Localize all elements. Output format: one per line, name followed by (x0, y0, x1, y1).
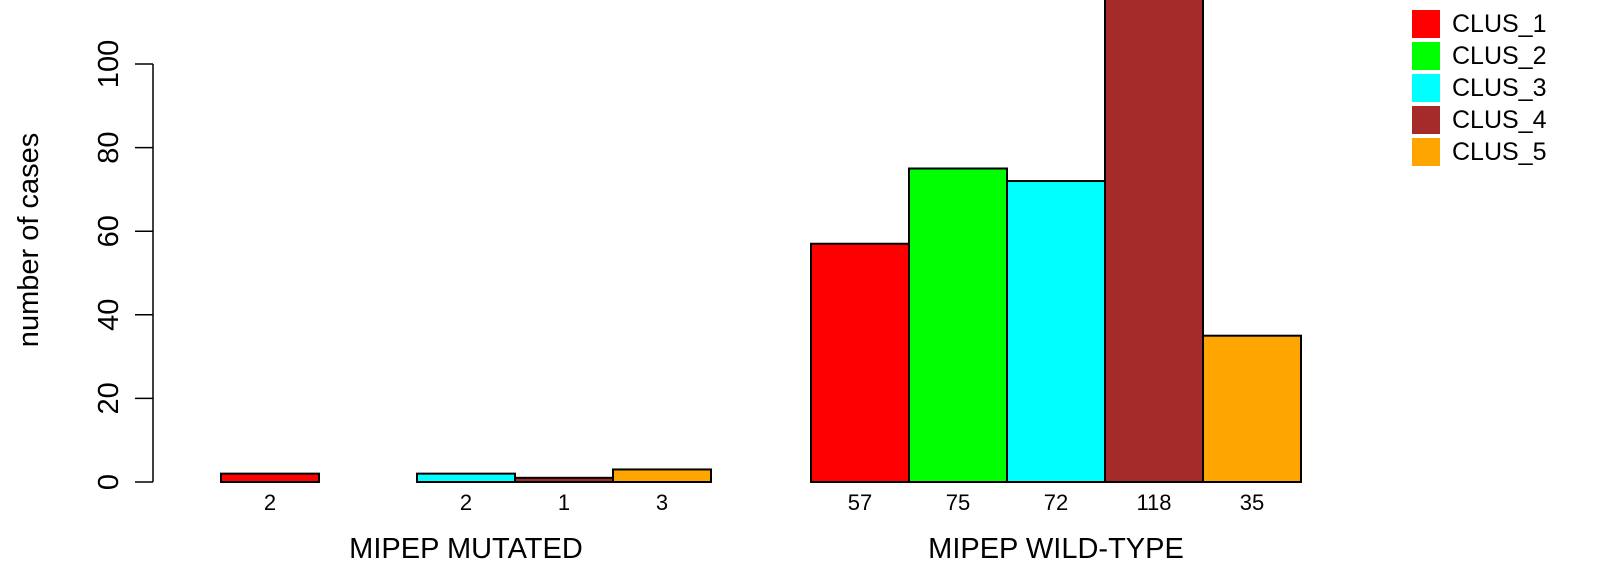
bar-clus-5-0 (613, 469, 711, 482)
legend-swatch (1412, 138, 1440, 166)
category-label: MIPEP WILD-TYPE (928, 533, 1184, 565)
y-tick-label: 100 (93, 40, 125, 88)
legend-swatch (1412, 74, 1440, 102)
legend-label: CLUS_2 (1452, 42, 1547, 70)
bar-clus-5-1 (1203, 336, 1301, 482)
legend-label: CLUS_3 (1452, 74, 1547, 102)
y-axis-label: number of cases (13, 133, 45, 347)
bars (221, 0, 1301, 482)
bar-value-label: 72 (1044, 490, 1068, 515)
bar-value-label: 1 (558, 490, 570, 515)
bar-value-label: 2 (264, 490, 276, 515)
legend-label: CLUS_4 (1452, 106, 1547, 134)
y-tick-label: 20 (93, 382, 125, 414)
category-label: MIPEP MUTATED (349, 533, 583, 565)
y-tick-label: 40 (93, 299, 125, 331)
bar-clus-1-1 (811, 244, 909, 482)
bar-value-label: 2 (460, 490, 472, 515)
legend-swatch (1412, 106, 1440, 134)
legend-label: CLUS_1 (1452, 10, 1547, 38)
bar-value-label: 57 (848, 490, 872, 515)
value-labels: 2 2 1 3 57 75 72 118 35 (264, 490, 1264, 515)
bar-clus-1-0 (221, 474, 319, 482)
legend: CLUS_1 CLUS_2 CLUS_3 CLUS_4 CLUS_5 (1412, 10, 1547, 166)
y-tick-label: 0 (93, 474, 125, 490)
bar-clus-3-1 (1007, 181, 1105, 482)
legend-swatch (1412, 10, 1440, 38)
category-labels: MIPEP MUTATED MIPEP WILD-TYPE (349, 533, 1184, 565)
bar-clus-4-1 (1105, 0, 1203, 482)
y-tick-label: 80 (93, 131, 125, 163)
bar-clus-3-0 (417, 474, 515, 482)
bar-value-label: 35 (1240, 490, 1264, 515)
bar-value-label: 75 (946, 490, 970, 515)
bar-clus-2-1 (909, 169, 1007, 483)
bar-value-label: 118 (1136, 490, 1171, 515)
bar-clus-4-0 (515, 478, 613, 482)
y-tick-label: 60 (93, 215, 125, 247)
legend-label: CLUS_5 (1452, 138, 1547, 166)
legend-swatch (1412, 42, 1440, 70)
y-axis: 0 20 40 60 80 100 (93, 40, 153, 490)
bar-value-label: 3 (656, 490, 668, 515)
